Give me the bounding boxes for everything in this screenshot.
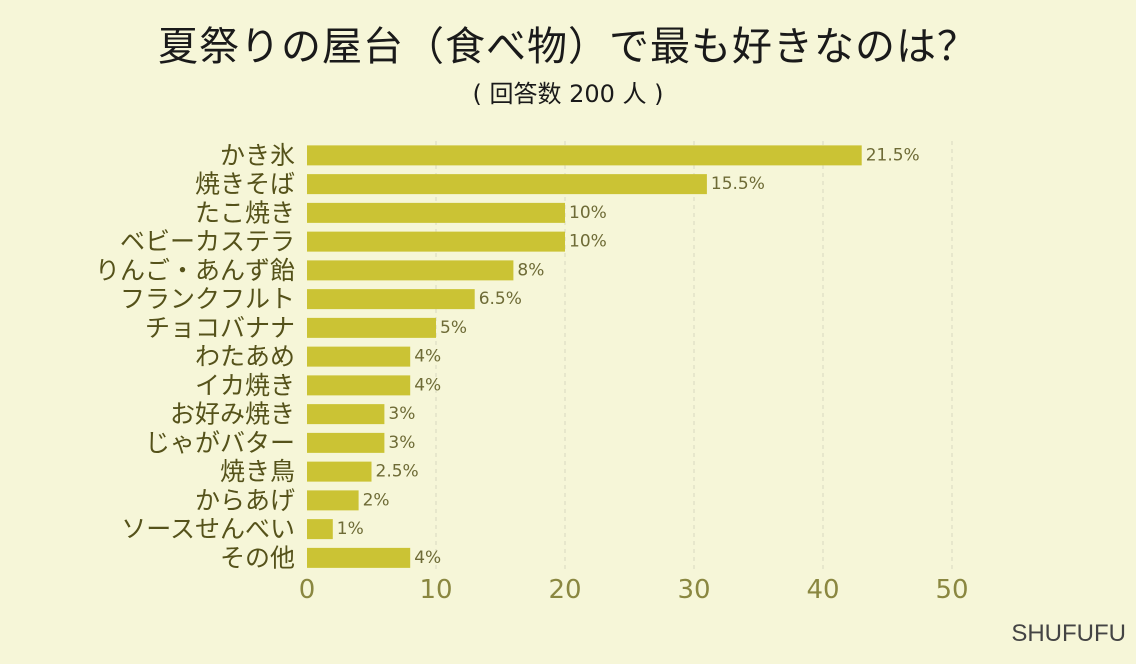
value-label: 2% xyxy=(363,490,390,510)
value-label: 2.5% xyxy=(376,462,419,482)
value-label: 6.5% xyxy=(479,289,522,309)
bar xyxy=(307,317,436,338)
bar xyxy=(307,490,359,511)
category-label: その他 xyxy=(220,543,295,572)
x-tick-label: 0 xyxy=(299,575,316,605)
chart-title: 夏祭りの屋台（食べ物）で最も好きなのは？ xyxy=(158,24,978,70)
value-label: 15.5% xyxy=(711,174,765,194)
bar xyxy=(307,174,707,195)
chart-subtitle: ( 回答数 200 人 ) xyxy=(472,80,664,108)
category-label: イカ焼き xyxy=(195,371,295,400)
category-label: からあげ xyxy=(195,486,295,515)
value-label: 4% xyxy=(414,375,441,395)
value-label: 3% xyxy=(388,433,415,453)
bar xyxy=(307,346,411,367)
category-label: わたあめ xyxy=(195,342,295,371)
bar xyxy=(307,547,411,568)
x-tick-label: 40 xyxy=(806,575,839,605)
value-label: 4% xyxy=(414,548,441,568)
bar xyxy=(307,231,565,252)
value-label: 8% xyxy=(517,260,544,280)
value-label: 21.5% xyxy=(866,145,920,165)
category-label: じゃがバター xyxy=(145,428,295,457)
category-label: りんご・あんず飴 xyxy=(95,256,295,285)
value-label: 4% xyxy=(414,347,441,367)
category-label: 焼き鳥 xyxy=(220,457,295,486)
category-label: お好み焼き xyxy=(170,400,295,429)
bar xyxy=(307,260,514,281)
value-label: 10% xyxy=(569,203,607,223)
bar xyxy=(307,519,333,540)
value-label: 3% xyxy=(388,404,415,424)
bar xyxy=(307,375,411,396)
category-label: 焼きそば xyxy=(195,170,295,199)
bar xyxy=(307,145,862,166)
value-label: 5% xyxy=(440,318,467,338)
bar xyxy=(307,461,372,482)
value-label: 1% xyxy=(337,519,364,539)
category-label: フランクフルト xyxy=(120,285,295,314)
bar xyxy=(307,404,385,425)
x-tick-label: 50 xyxy=(935,575,968,605)
category-label: ソースせんべい xyxy=(121,515,295,544)
bar xyxy=(307,202,565,223)
category-label: ベビーカステラ xyxy=(120,227,295,256)
brand-logo-text: SHUFUFU xyxy=(1011,620,1126,647)
bar xyxy=(307,432,385,453)
category-label: たこ焼き xyxy=(195,198,295,227)
category-label: チョコバナナ xyxy=(145,313,295,342)
bar xyxy=(307,289,475,310)
x-tick-label: 20 xyxy=(548,575,581,605)
value-label: 10% xyxy=(569,232,607,252)
category-label: かき氷 xyxy=(220,141,295,170)
x-tick-label: 30 xyxy=(677,575,710,605)
x-tick-label: 10 xyxy=(419,575,452,605)
